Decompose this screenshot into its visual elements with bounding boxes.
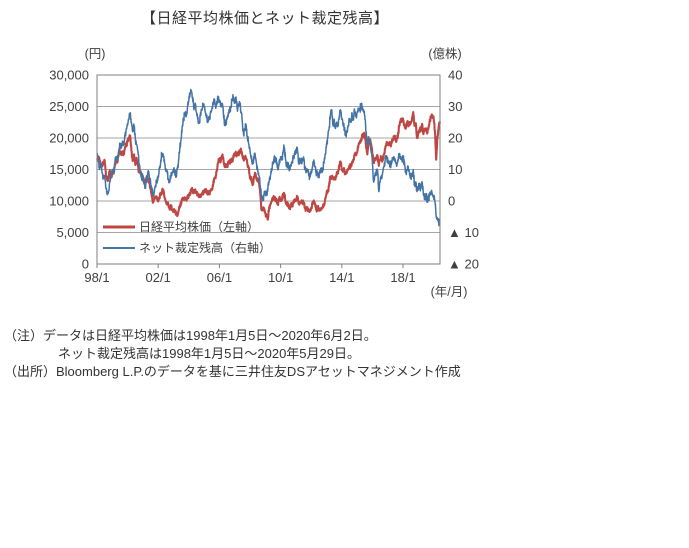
y-right-tick-label: 10	[448, 162, 462, 177]
chart-title: 【日経平均株価とネット裁定残高】	[140, 10, 389, 27]
x-tick-label: 14/1	[329, 270, 354, 285]
y-left-tick-label: 0	[82, 257, 89, 272]
note-line-2: ネット裁定残高は1998年1月5日～2020年5月29日。	[58, 346, 360, 361]
right-axis-unit: (億株)	[428, 46, 461, 61]
y-axis-left: 30,000 25,000 20,000 15,000 10,000 5,000 0	[49, 68, 89, 272]
y-right-tick-label: ▲ 20	[448, 257, 479, 272]
y-left-tick-label: 30,000	[49, 68, 89, 83]
y-right-tick-label: 40	[448, 68, 462, 83]
legend: 日経平均株価（左軸） ネット裁定残高（右軸）	[103, 219, 271, 255]
x-tick-label: 10/1	[268, 270, 293, 285]
y-left-tick-label: 5,000	[56, 225, 89, 240]
y-axis-right: 40 30 20 10 0 ▲ 10 ▲ 20	[448, 68, 479, 272]
legend-label: ネット裁定残高（右軸）	[139, 240, 271, 255]
arbitrage-line	[96, 88, 441, 227]
y-left-tick-label: 25,000	[49, 99, 89, 114]
legend-label: 日経平均株価（左軸）	[139, 219, 259, 234]
y-right-tick-label: 20	[448, 131, 462, 146]
y-right-tick-label: ▲ 10	[448, 225, 479, 240]
x-tick-label: 18/1	[390, 270, 415, 285]
y-right-tick-label: 0	[448, 194, 455, 209]
x-tick-label: 98/1	[84, 270, 109, 285]
nikkei-line	[96, 110, 442, 221]
note-line-1: （注）データは日経平均株価は1998年1月5日～2020年6月2日。	[4, 328, 377, 343]
y-left-tick-label: 10,000	[49, 194, 89, 209]
plot-border	[96, 74, 441, 265]
x-axis-unit: (年/月)	[431, 285, 468, 299]
left-axis-unit: (円)	[85, 47, 106, 61]
x-tick-label: 06/1	[207, 270, 232, 285]
x-tick-label: 02/1	[146, 270, 171, 285]
y-left-tick-label: 20,000	[49, 131, 89, 146]
y-left-tick-label: 15,000	[49, 162, 89, 177]
note-line-3: （出所）Bloomberg L.P.のデータを基に三井住友DSアセットマネジメン…	[4, 364, 461, 379]
y-right-tick-label: 30	[448, 99, 462, 114]
line-chart: 30,000 25,000 20,000 15,000 10,000 5,000 0 40 30…	[49, 46, 479, 299]
x-axis: 98/1 02/1 06/1 10/1 14/1 18/1	[84, 264, 416, 285]
source-notes: （注）データは日経平均株価は1998年1月5日～2020年6月2日。 ネット裁定…	[4, 327, 461, 381]
